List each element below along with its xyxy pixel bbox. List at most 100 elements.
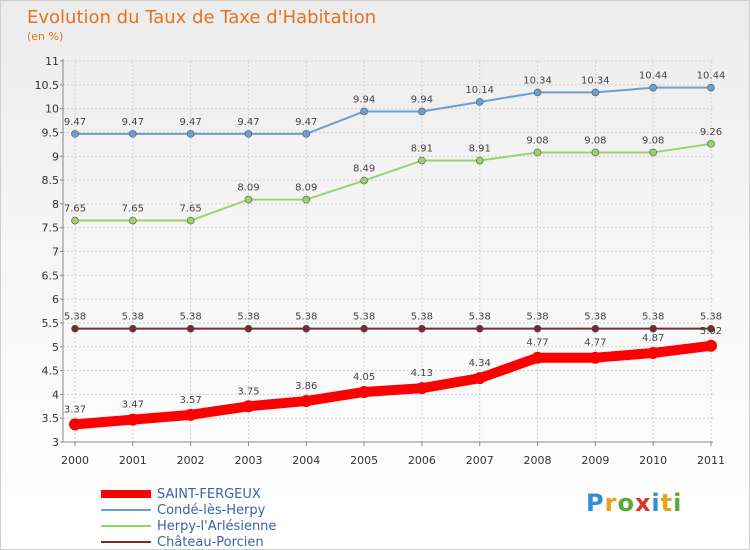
proxiti-logo: Proxiti bbox=[586, 489, 682, 517]
chart-legend: SAINT-FERGEUX Condé-lès-Herpy Herpy-l'Arlé… bbox=[101, 486, 276, 550]
data-label: 9.47 bbox=[295, 117, 317, 128]
legend-swatch bbox=[101, 525, 151, 527]
x-tick-label: 2002 bbox=[177, 454, 205, 467]
logo-letter: o bbox=[617, 489, 635, 517]
x-tick-label: 2006 bbox=[408, 454, 436, 467]
data-label: 5.38 bbox=[469, 312, 491, 323]
data-label: 5.38 bbox=[526, 312, 548, 323]
data-point bbox=[302, 195, 311, 204]
data-point bbox=[418, 156, 426, 165]
data-label: 9.47 bbox=[180, 117, 202, 128]
data-label: 4.13 bbox=[411, 368, 433, 379]
y-tick-label: 4.5 bbox=[42, 365, 60, 378]
data-label: 10.34 bbox=[523, 75, 552, 86]
x-tick-label: 2009 bbox=[581, 454, 609, 467]
data-point bbox=[129, 130, 137, 138]
legend-label: Château-Porcien bbox=[157, 534, 264, 550]
data-label: 10.14 bbox=[465, 85, 494, 96]
data-point bbox=[186, 216, 195, 225]
data-point bbox=[418, 107, 426, 116]
data-point bbox=[475, 156, 484, 165]
data-label: 8.91 bbox=[469, 144, 491, 155]
data-label: 9.94 bbox=[411, 94, 433, 105]
data-point bbox=[186, 324, 195, 333]
data-point bbox=[647, 346, 660, 359]
data-point bbox=[591, 324, 600, 333]
data-label: 9.47 bbox=[64, 117, 86, 128]
data-label: 9.08 bbox=[584, 135, 606, 146]
data-point bbox=[242, 400, 255, 413]
data-point bbox=[649, 324, 657, 333]
data-label: 3.37 bbox=[64, 404, 86, 415]
data-point bbox=[533, 324, 542, 333]
data-label: 5.38 bbox=[411, 312, 433, 323]
data-point bbox=[591, 88, 600, 97]
data-point bbox=[707, 324, 715, 333]
data-point bbox=[302, 324, 311, 333]
data-point bbox=[126, 413, 139, 426]
data-point bbox=[475, 324, 484, 333]
data-label: 9.94 bbox=[353, 94, 375, 105]
data-label: 10.44 bbox=[639, 71, 668, 82]
data-point bbox=[71, 130, 79, 138]
x-tick-label: 2003 bbox=[234, 454, 262, 467]
data-point bbox=[418, 324, 426, 333]
y-tick-label: 3 bbox=[52, 436, 59, 449]
data-label: 7.65 bbox=[64, 204, 86, 215]
y-tick-label: 6.5 bbox=[42, 269, 60, 282]
legend-swatch bbox=[101, 509, 151, 511]
data-label: 3.47 bbox=[122, 400, 144, 411]
data-label: 5.38 bbox=[353, 312, 375, 323]
data-point bbox=[649, 148, 657, 157]
data-label: 5.38 bbox=[64, 312, 86, 323]
y-tick-label: 3.5 bbox=[42, 412, 60, 425]
legend-swatch bbox=[101, 490, 151, 498]
legend-item: Condé-lès-Herpy bbox=[101, 502, 276, 518]
y-tick-label: 5.5 bbox=[42, 317, 60, 330]
data-point bbox=[129, 216, 137, 225]
data-label: 3.86 bbox=[295, 381, 317, 392]
data-label: 5.38 bbox=[122, 312, 144, 323]
logo-letter: x bbox=[634, 489, 652, 517]
data-point bbox=[360, 324, 368, 333]
x-tick-label: 2007 bbox=[466, 454, 494, 467]
data-label: 7.65 bbox=[122, 204, 144, 215]
y-tick-label: 7 bbox=[52, 246, 59, 259]
data-point bbox=[360, 107, 368, 116]
data-label: 10.34 bbox=[581, 75, 610, 86]
data-point bbox=[473, 372, 486, 385]
data-label: 9.08 bbox=[642, 135, 664, 146]
x-tick-label: 2008 bbox=[524, 454, 552, 467]
legend-swatch bbox=[101, 541, 151, 543]
data-label: 5.38 bbox=[642, 312, 664, 323]
data-label: 3.75 bbox=[237, 386, 259, 397]
data-point bbox=[649, 83, 657, 92]
y-tick-label: 6 bbox=[52, 293, 59, 306]
data-point bbox=[533, 148, 542, 157]
data-label: 4.05 bbox=[353, 372, 375, 383]
y-tick-label: 7.5 bbox=[42, 222, 60, 235]
y-tick-label: 10.5 bbox=[35, 79, 60, 92]
series-line-1 bbox=[74, 86, 712, 135]
data-label: 5.38 bbox=[584, 312, 606, 323]
legend-label: SAINT-FERGEUX bbox=[157, 486, 261, 502]
data-point bbox=[244, 195, 253, 204]
legend-item: Château-Porcien bbox=[101, 534, 276, 550]
data-point bbox=[531, 351, 544, 364]
data-point bbox=[302, 130, 311, 138]
y-tick-label: 5 bbox=[52, 341, 59, 354]
data-label: 8.49 bbox=[353, 164, 375, 175]
x-tick-label: 2011 bbox=[697, 454, 725, 467]
series-line-0 bbox=[70, 340, 716, 430]
data-point bbox=[360, 176, 368, 185]
data-point bbox=[707, 140, 715, 148]
data-label: 9.08 bbox=[526, 135, 548, 146]
logo-letter: t bbox=[660, 489, 674, 517]
data-point bbox=[533, 88, 542, 97]
data-point bbox=[71, 216, 79, 225]
logo-letter: i bbox=[673, 489, 683, 517]
data-point bbox=[129, 324, 137, 333]
y-tick-label: 10 bbox=[45, 103, 59, 116]
logo-letter: r bbox=[604, 489, 618, 517]
